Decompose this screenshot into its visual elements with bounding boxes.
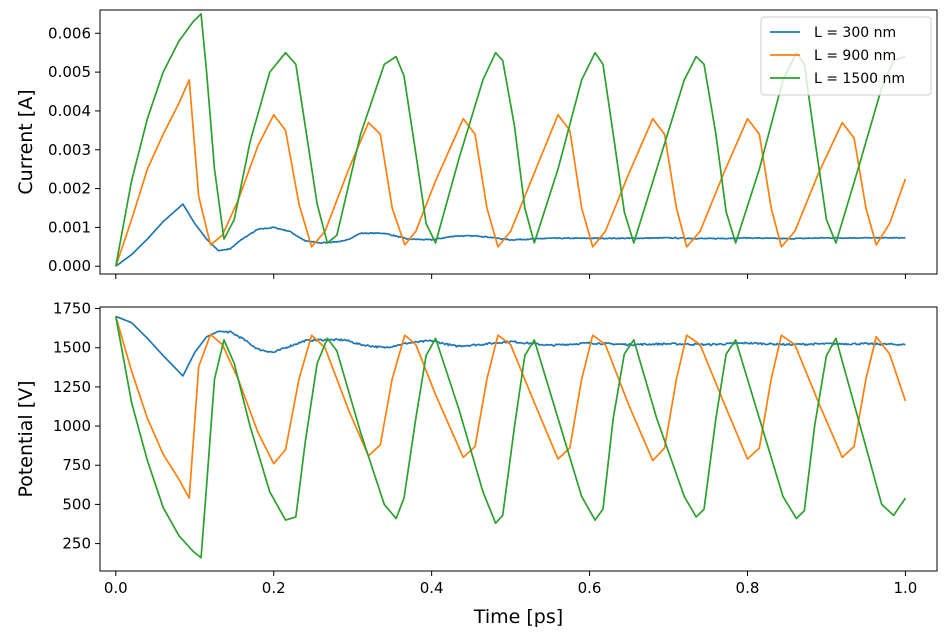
y-tick-label: 0.000	[48, 257, 91, 275]
legend-entry: L = 300 nm	[814, 25, 896, 41]
legend: L = 300 nm L = 900 nm L = 1500 nm	[760, 16, 932, 96]
legend-entry: L = 1500 nm	[814, 71, 905, 87]
series-line-l-300-nm	[115, 315, 906, 377]
series-line-l-900-nm	[114, 79, 907, 267]
y-tick-label: 0.004	[48, 102, 91, 120]
y-tick-label: 1000	[53, 417, 91, 435]
x-tick-label: 0.4	[420, 579, 444, 597]
current-panel: 0.000 0.001 0.002 0.003 0.004 0.005 0.006 Curre…	[15, 9, 938, 279]
legend-box	[760, 16, 932, 96]
x-tick-label: 0.8	[736, 579, 760, 597]
axes-frame	[99, 306, 938, 572]
series-line-l-300-nm	[115, 203, 906, 267]
series-line-l-1500-nm	[114, 316, 907, 559]
y-tick-label: 1750	[53, 300, 91, 318]
series-line-l-900-nm	[114, 316, 907, 499]
x-tick-label: 1.0	[893, 579, 917, 597]
y-tick-label: 500	[62, 495, 91, 513]
x-axis-label: Time [ps]	[473, 606, 563, 628]
y-tick-label: 1500	[53, 339, 91, 357]
x-tick-label: 0.6	[578, 579, 602, 597]
y-tick-label: 0.002	[48, 180, 91, 198]
x-tick-label: 0.2	[262, 579, 286, 597]
x-tick-label: 0.0	[104, 579, 128, 597]
y-tick-label: 750	[62, 456, 91, 474]
y-tick-label: 250	[62, 535, 91, 553]
y-axis-label: Potential [V]	[15, 380, 37, 497]
y-tick-label: 0.006	[48, 24, 91, 42]
series-line-l-1500-nm	[114, 13, 906, 267]
axes-frame	[99, 9, 938, 275]
y-tick-label: 0.001	[48, 218, 91, 236]
y-axis-label: Current [A]	[15, 89, 37, 194]
y-tick-label: 0.003	[48, 141, 91, 159]
legend-entry: L = 900 nm	[814, 48, 896, 64]
y-tick-label: 1250	[53, 378, 91, 396]
potential-panel: 0.0 0.2 0.4 0.6 0.8 1.0 250 500 750 1000 1250 1500 1…	[15, 300, 938, 628]
y-tick-label: 0.005	[48, 63, 91, 81]
